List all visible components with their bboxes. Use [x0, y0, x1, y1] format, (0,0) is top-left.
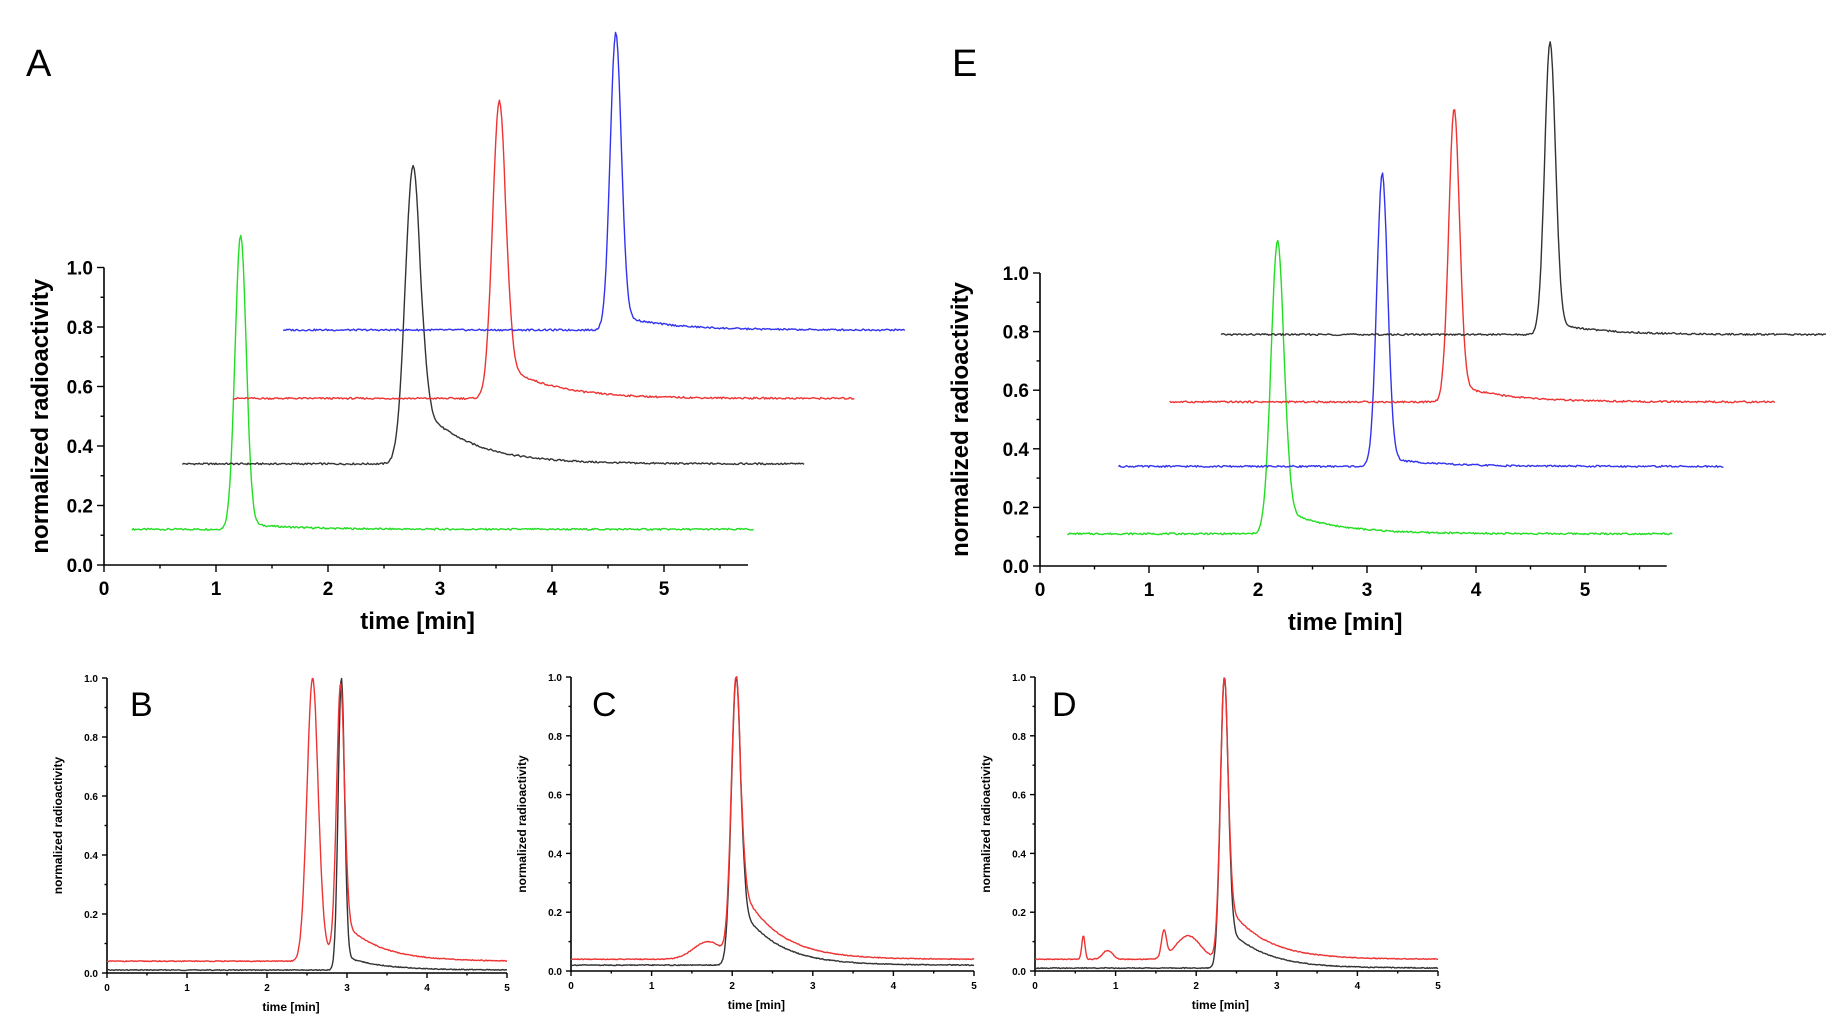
x-tick-label: 4 — [1355, 981, 1361, 992]
series-line — [232, 99, 855, 400]
chart-a: A 0.0 0.2 0.4 0.6 0.8 1.0 0 1 2 3 4 5 time [min] norma… — [26, 31, 906, 635]
x-tick-label: 2 — [729, 981, 735, 992]
x-tick-label: 1 — [211, 579, 222, 600]
y-tick-label: 0.4 — [84, 851, 98, 862]
y-tick-label: 0.4 — [1003, 440, 1030, 461]
y-tick-label: 0.8 — [548, 732, 562, 743]
x-axis-label: time [min] — [1288, 609, 1403, 636]
x-tick-label: 0 — [99, 579, 110, 600]
series-line — [1067, 239, 1673, 536]
y-tick-label: 0.2 — [548, 908, 562, 919]
x-tick-label: 4 — [424, 983, 430, 994]
y-tick-label: 1.0 — [84, 674, 98, 685]
panel-letter: D — [1052, 686, 1077, 724]
y-tick-label: 0.2 — [1012, 908, 1026, 919]
x-tick-label: 3 — [1274, 981, 1280, 992]
x-tick-label: 3 — [344, 983, 350, 994]
y-tick-label: 0.8 — [84, 733, 98, 744]
panel-letter: E — [952, 43, 977, 85]
panel-letter: A — [26, 43, 52, 85]
y-tick-label: 0.0 — [84, 969, 98, 980]
y-axis-label: normalized radioactivity — [27, 278, 54, 553]
x-tick-label: 2 — [1253, 580, 1264, 601]
x-tick-label: 5 — [971, 981, 977, 992]
chart-c: C 0.0 0.2 0.4 0.6 0.8 1.0 0 1 2 3 4 5 time [min] norma… — [515, 673, 977, 1012]
y-tick-label: 1.0 — [548, 673, 562, 684]
series-line — [1034, 677, 1439, 961]
y-tick-label: 0.8 — [67, 318, 93, 339]
x-tick-label: 0 — [568, 981, 574, 992]
y-axis-label: normalized radioactivity — [979, 755, 993, 893]
x-tick-label: 2 — [264, 983, 270, 994]
x-axis-label: time [min] — [262, 1000, 319, 1014]
y-tick-label: 0.6 — [1003, 381, 1029, 402]
x-tick-label: 5 — [1435, 981, 1441, 992]
chart-d: D 0.0 0.2 0.4 0.6 0.8 1.0 0 1 2 3 4 5 time [min] norma… — [979, 673, 1441, 1012]
series-line — [1117, 172, 1724, 468]
y-tick-label: 0.0 — [548, 967, 562, 978]
panel-letter: B — [130, 686, 153, 724]
panel-letter: C — [592, 686, 617, 724]
x-tick-label: 1 — [184, 983, 190, 994]
x-tick-label: 5 — [659, 579, 670, 600]
y-axis-label: normalized radioactivity — [947, 281, 974, 556]
y-axis-label: normalized radioactivity — [51, 756, 65, 894]
y-tick-label: 0.4 — [67, 437, 94, 458]
series-line — [283, 31, 906, 332]
x-axis-label: time [min] — [728, 998, 785, 1012]
series-line — [570, 676, 975, 961]
series-line — [1169, 109, 1776, 404]
y-tick-label: 0.6 — [67, 378, 93, 399]
y-tick-label: 0.0 — [1003, 557, 1029, 578]
x-tick-label: 3 — [810, 981, 816, 992]
y-tick-label: 0.2 — [1003, 498, 1029, 519]
y-tick-label: 0.0 — [67, 556, 93, 577]
x-tick-label: 3 — [1362, 580, 1373, 601]
x-tick-label: 3 — [435, 579, 446, 600]
y-tick-label: 0.6 — [548, 791, 562, 802]
series-line — [1220, 41, 1827, 337]
y-tick-label: 0.8 — [1003, 323, 1029, 344]
x-axis-label: time [min] — [1192, 998, 1249, 1012]
y-axis-label: normalized radioactivity — [515, 755, 529, 893]
x-tick-label: 0 — [1035, 580, 1046, 601]
series-line — [181, 164, 805, 466]
x-tick-label: 1 — [1113, 981, 1119, 992]
y-tick-label: 1.0 — [67, 259, 93, 280]
x-tick-label: 1 — [1144, 580, 1155, 601]
chart-e: E 0.0 0.2 0.4 0.6 0.8 1.0 0 1 2 3 4 5 time [min] norma… — [947, 41, 1827, 636]
x-tick-label: 4 — [547, 579, 558, 600]
y-tick-label: 1.0 — [1012, 673, 1026, 684]
series-line — [131, 234, 754, 531]
y-tick-label: 0.4 — [548, 849, 562, 860]
x-tick-label: 2 — [1193, 981, 1199, 992]
series-line — [1034, 677, 1439, 970]
x-tick-label: 5 — [1580, 580, 1591, 601]
y-tick-label: 0.8 — [1012, 732, 1026, 743]
x-tick-label: 1 — [649, 981, 655, 992]
y-tick-label: 0.0 — [1012, 967, 1026, 978]
series-line — [107, 677, 508, 972]
x-tick-label: 2 — [323, 579, 334, 600]
y-tick-label: 0.6 — [84, 792, 98, 803]
y-tick-label: 0.4 — [1012, 849, 1026, 860]
x-tick-label: 4 — [1471, 580, 1482, 601]
x-axis-label: time [min] — [360, 608, 475, 635]
series-line — [106, 677, 507, 963]
y-tick-label: 0.2 — [67, 497, 93, 518]
y-tick-label: 1.0 — [1003, 264, 1029, 285]
y-tick-label: 0.6 — [1012, 791, 1026, 802]
x-tick-label: 0 — [104, 983, 110, 994]
y-tick-label: 0.2 — [84, 910, 98, 921]
x-tick-label: 4 — [891, 981, 897, 992]
chart-b: B 0.0 0.2 0.4 0.6 0.8 1.0 0 1 2 3 4 5 time [min] norma… — [51, 674, 510, 1014]
x-tick-label: 0 — [1032, 981, 1038, 992]
series-line — [570, 676, 975, 967]
x-tick-label: 5 — [504, 983, 510, 994]
